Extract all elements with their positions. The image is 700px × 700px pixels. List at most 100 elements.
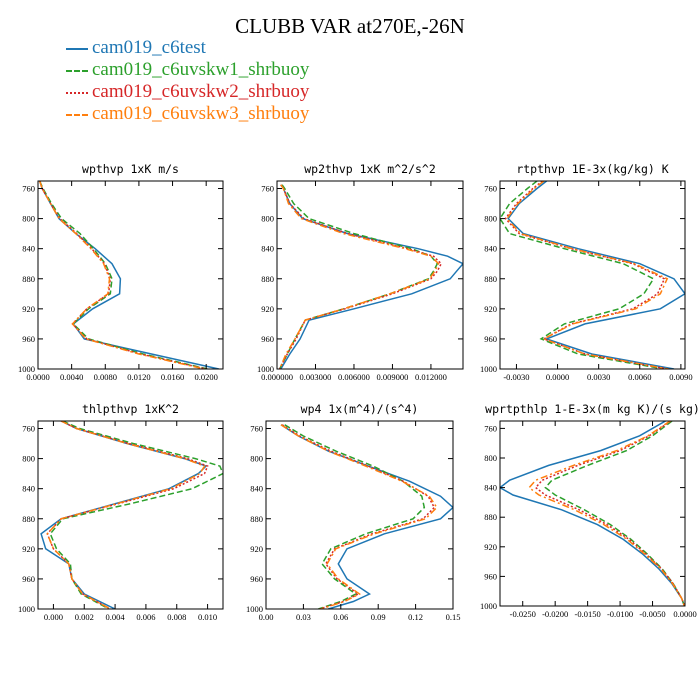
series-line — [278, 184, 440, 369]
legend-entry: cam019_c6uvskw2_shrbuoy — [66, 81, 309, 103]
y-tick-label: 920 — [22, 544, 35, 554]
x-tick-label: 0.03 — [296, 612, 311, 622]
x-tick-label: 0.003000 — [300, 372, 332, 382]
y-tick-label: 920 — [22, 304, 35, 314]
x-tick-label: 0.09 — [371, 612, 386, 622]
y-tick-label: 920 — [484, 542, 497, 552]
y-tick-label: 880 — [484, 512, 497, 522]
legend-label: cam019_c6test — [92, 37, 206, 58]
y-tick-label: 800 — [22, 214, 35, 224]
series-line — [46, 421, 206, 609]
x-tick-label: 0.009000 — [377, 372, 409, 382]
y-tick-label: 1000 — [246, 604, 263, 614]
series-line — [278, 184, 439, 369]
x-tick-label: 0.012000 — [415, 372, 447, 382]
y-tick-label: 960 — [22, 334, 35, 344]
y-tick-label: 840 — [22, 484, 35, 494]
y-tick-label: 800 — [484, 453, 497, 463]
legend-swatch — [66, 47, 88, 50]
x-tick-label: 0.0000 — [673, 609, 696, 619]
series-line — [38, 181, 219, 369]
y-tick-label: 1000 — [480, 601, 497, 611]
y-tick-label: 840 — [22, 244, 35, 254]
x-tick-label: 0.0040 — [60, 372, 83, 382]
y-tick-label: 760 — [484, 184, 497, 194]
panel-title: wprtpthlp 1-E-3x(m kg K)/(s kg) — [485, 402, 700, 416]
x-tick-label: 0.0030 — [587, 372, 610, 382]
panel-title: rtpthvp 1E-3x(kg/kg) K — [516, 162, 668, 176]
y-tick-label: 880 — [261, 274, 274, 284]
plot-frame — [499, 420, 686, 607]
plot-frame — [265, 420, 454, 610]
y-tick-label: 840 — [484, 483, 497, 493]
series-line — [500, 181, 665, 369]
series-line — [280, 184, 463, 369]
legend-label: cam019_c6uvskw3_shrbuoy — [92, 103, 310, 124]
y-tick-label: 760 — [261, 184, 274, 194]
x-tick-label: -0.0100 — [607, 609, 633, 619]
y-tick-label: 960 — [484, 334, 497, 344]
x-tick-label: 0.0160 — [161, 372, 184, 382]
panel-title: thlpthvp 1xK^2 — [82, 402, 179, 416]
y-tick-label: 800 — [22, 454, 35, 464]
series-line — [40, 421, 208, 609]
y-tick-label: 840 — [484, 244, 497, 254]
legend-swatch — [66, 113, 88, 116]
y-tick-label: 840 — [250, 484, 263, 494]
plot-frame — [37, 180, 224, 370]
x-tick-label: 0.12 — [408, 612, 423, 622]
x-tick-label: 0.010 — [198, 612, 217, 622]
y-tick-label: 760 — [22, 424, 35, 434]
x-tick-label: 0.00 — [259, 612, 274, 622]
series-line — [38, 181, 207, 369]
y-tick-label: 1000 — [18, 604, 35, 614]
legend: cam019_c6test cam019_c6uvskw1_shrbuoy ca… — [66, 37, 309, 125]
x-tick-label: 0.0000 — [546, 372, 569, 382]
y-tick-label: 760 — [22, 184, 35, 194]
x-tick-label: 0.002 — [75, 612, 94, 622]
y-tick-label: 920 — [250, 544, 263, 554]
y-tick-label: 960 — [250, 574, 263, 584]
series-line — [278, 184, 443, 369]
y-tick-label: 1000 — [18, 364, 35, 374]
y-tick-label: 800 — [261, 214, 274, 224]
series-line — [534, 421, 685, 606]
series-line — [280, 424, 438, 609]
legend-label: cam019_c6uvskw2_shrbuoy — [92, 81, 310, 102]
panel-title: wp4 1x(m^4)/(s^4) — [301, 402, 419, 416]
x-tick-label: 0.006000 — [338, 372, 370, 382]
x-tick-label: 0.06 — [333, 612, 348, 622]
x-tick-label: 0.15 — [446, 612, 461, 622]
x-tick-label: 0.008 — [167, 612, 186, 622]
x-tick-label: -0.0150 — [575, 609, 601, 619]
y-tick-label: 840 — [261, 244, 274, 254]
series-line — [528, 421, 685, 606]
series-line — [544, 421, 685, 606]
series-line — [504, 181, 668, 369]
legend-entry: cam019_c6uvskw1_shrbuoy — [66, 59, 309, 81]
y-tick-label: 880 — [484, 274, 497, 284]
series-line — [39, 181, 209, 369]
plot-frame — [37, 420, 224, 610]
x-tick-label: 0.000000 — [261, 372, 293, 382]
x-tick-label: 0.0000 — [26, 372, 49, 382]
panel-title: wp2thvp 1xK m^2/s^2 — [304, 162, 436, 176]
y-tick-label: 800 — [484, 214, 497, 224]
series-line — [500, 421, 685, 606]
x-tick-label: 0.0080 — [94, 372, 117, 382]
y-tick-label: 760 — [250, 424, 263, 434]
legend-entry: cam019_c6test — [66, 37, 309, 59]
series-line — [281, 424, 436, 609]
panel-title: wpthvp 1xK m/s — [82, 162, 179, 176]
y-tick-label: 760 — [484, 423, 497, 433]
series-line — [505, 181, 669, 369]
y-tick-label: 960 — [261, 334, 274, 344]
y-tick-label: 880 — [250, 514, 263, 524]
y-tick-label: 920 — [261, 304, 274, 314]
y-tick-label: 880 — [22, 274, 35, 284]
legend-swatch — [66, 91, 88, 94]
y-tick-label: 800 — [250, 454, 263, 464]
series-line — [46, 421, 209, 609]
x-tick-label: 0.0200 — [194, 372, 217, 382]
